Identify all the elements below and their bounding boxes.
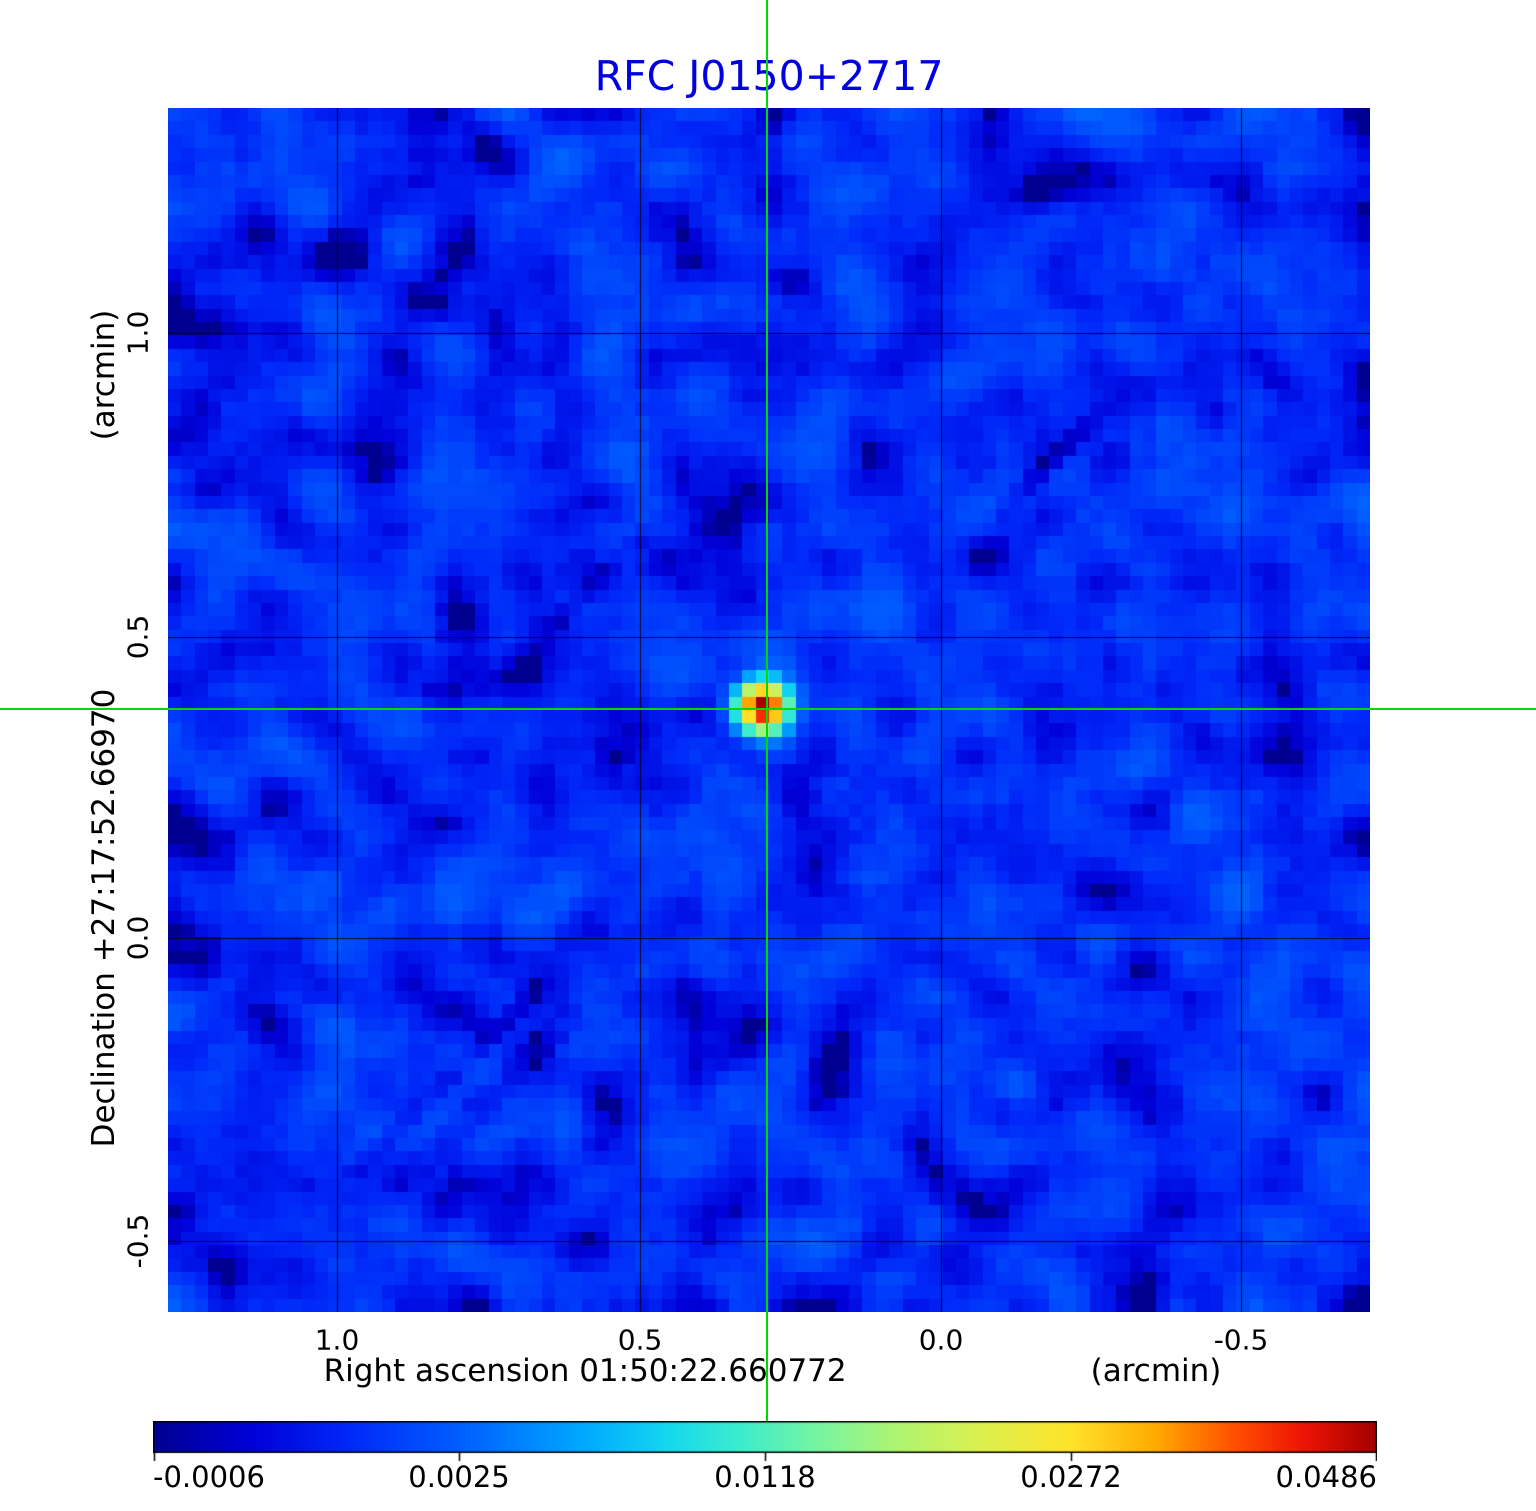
x-tick-label: -0.5 xyxy=(1213,1323,1269,1357)
colorbar-tick-label: -0.0006 xyxy=(153,1460,265,1494)
y-axis-declination-label: Declination +27:17:52.66970 xyxy=(86,688,122,1148)
x-axis-right-ascension-label: Right ascension 01:50:22.660772 xyxy=(323,1353,847,1389)
colorbar-tick-label: 0.0118 xyxy=(714,1460,816,1494)
x-tick-label: 0.0 xyxy=(918,1323,964,1357)
colorbar-tick-label: 0.0025 xyxy=(408,1460,510,1494)
plot-title: RFC J0150+2717 xyxy=(594,52,944,100)
x-axis-unit-label: (arcmin) xyxy=(1090,1353,1222,1389)
crosshair-horizontal-line xyxy=(0,708,1536,711)
y-tick-label: 1.0 xyxy=(121,310,155,356)
colorbar-tick-label: 0.0486 xyxy=(1275,1460,1377,1494)
colorbar-tick-label: 0.0272 xyxy=(1020,1460,1122,1494)
y-tick-label: 0.5 xyxy=(121,614,155,660)
crosshair-vertical-line xyxy=(765,0,768,1421)
colorbar-canvas xyxy=(153,1421,1377,1463)
y-axis-unit-label: (arcmin) xyxy=(86,309,122,441)
y-tick-label: -0.5 xyxy=(121,1213,155,1269)
x-tick-label: 1.0 xyxy=(314,1323,360,1357)
x-tick-label: 0.5 xyxy=(617,1323,663,1357)
y-tick-label: 0.0 xyxy=(121,915,155,961)
